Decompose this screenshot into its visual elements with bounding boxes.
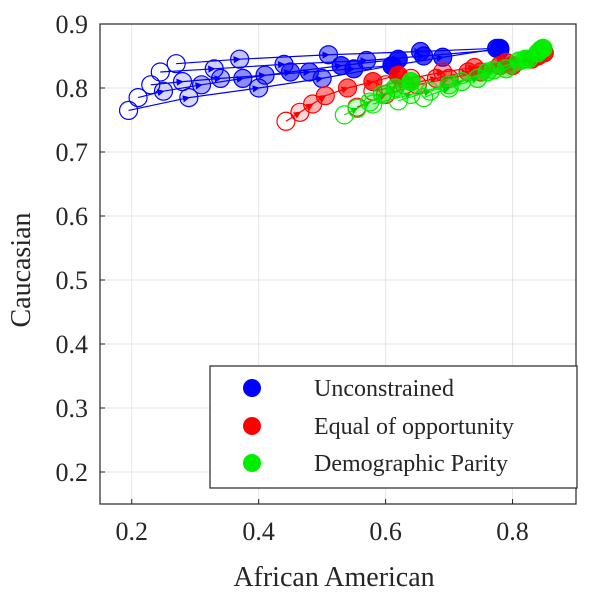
trajectory-arrow bbox=[299, 103, 314, 113]
trajectory-arrow bbox=[188, 85, 260, 99]
data-point bbox=[468, 68, 488, 89]
trajectory-arrow bbox=[423, 46, 502, 57]
trajectory-arrow bbox=[312, 95, 327, 105]
data-point bbox=[204, 59, 224, 79]
data-point bbox=[518, 49, 539, 69]
trajectory-arrow bbox=[398, 89, 432, 102]
data-point bbox=[334, 105, 354, 125]
legend: Unconstrained Equal of opportunity Demog… bbox=[209, 365, 578, 489]
legend-item-equal-opportunity: Equal of opportunity bbox=[243, 414, 514, 440]
data-point bbox=[337, 78, 358, 98]
trajectory-arrow bbox=[220, 72, 267, 80]
y-tick-label: 0.6 bbox=[56, 202, 89, 231]
data-point bbox=[255, 65, 275, 85]
legend-box bbox=[209, 365, 578, 489]
trajectory-arrow bbox=[150, 78, 184, 86]
data-point bbox=[118, 100, 139, 121]
legend-marker-demographic-parity bbox=[243, 454, 261, 472]
trajectory-arrow bbox=[285, 111, 301, 122]
data-point bbox=[414, 87, 434, 108]
trajectory-arrow bbox=[201, 75, 244, 86]
trajectory-arrow bbox=[344, 107, 359, 116]
data-point bbox=[280, 62, 300, 82]
legend-marker-unconstrained bbox=[243, 379, 261, 397]
x-tick-label: 0.4 bbox=[242, 517, 275, 546]
data-point bbox=[452, 71, 472, 92]
trajectory-arrow bbox=[214, 61, 286, 70]
data-point bbox=[315, 86, 335, 106]
y-tick-label: 0.8 bbox=[56, 74, 89, 103]
y-tick-label: 0.5 bbox=[56, 266, 89, 295]
trajectory-arrow bbox=[328, 48, 422, 56]
data-point bbox=[433, 47, 453, 67]
legend-item-unconstrained: Unconstrained bbox=[243, 376, 454, 402]
data-point bbox=[172, 71, 193, 92]
data-point bbox=[318, 45, 339, 65]
trajectory-arrow bbox=[284, 57, 368, 65]
legend-label-unconstrained: Unconstrained bbox=[314, 376, 454, 402]
y-tick-label: 0.2 bbox=[56, 458, 89, 487]
trajectory-arrow bbox=[372, 92, 413, 105]
trajectory-arrow bbox=[420, 44, 498, 53]
data-point bbox=[233, 68, 253, 89]
trajectory-arrow bbox=[182, 75, 222, 83]
ticks: 0.2 0.4 0.6 0.8 0.2 0.3 0.4 0.5 0.6 0.7 0.8 0.9 bbox=[56, 10, 529, 546]
legend-label-equal-opportunity: Equal of opportunity bbox=[314, 414, 514, 440]
y-tick-label: 0.9 bbox=[56, 10, 89, 39]
plot-frame bbox=[99, 23, 577, 505]
data-point bbox=[230, 49, 250, 69]
data-point bbox=[150, 62, 170, 82]
y-tick-label: 0.7 bbox=[56, 138, 89, 167]
trajectory-arrow bbox=[356, 101, 371, 110]
y-axis-label: Caucasian bbox=[6, 212, 37, 327]
trajectory-arrow bbox=[163, 82, 203, 92]
data-point bbox=[356, 50, 377, 71]
y-tick-label: 0.4 bbox=[56, 330, 89, 359]
legend-label-demographic-parity: Demographic Parity bbox=[314, 451, 508, 477]
data-point bbox=[531, 39, 551, 60]
x-tick-label: 0.6 bbox=[369, 517, 402, 546]
legend-item-demographic-parity: Demographic Parity bbox=[243, 451, 508, 477]
trajectory-arrow bbox=[448, 76, 479, 89]
data-point bbox=[388, 91, 408, 111]
x-tick-label: 0.8 bbox=[496, 517, 529, 546]
data-point bbox=[141, 75, 161, 95]
y-tick-label: 0.3 bbox=[56, 394, 89, 423]
data-point bbox=[496, 59, 516, 79]
data-point bbox=[347, 98, 367, 119]
trajectory-arrow bbox=[128, 95, 191, 111]
data-point bbox=[191, 75, 212, 95]
series-unconstrained bbox=[118, 38, 510, 121]
trajectory-arrow bbox=[176, 56, 241, 65]
trajectory-arrow bbox=[239, 51, 330, 60]
data-point bbox=[166, 54, 186, 74]
legend-marker-equal-opportunity bbox=[243, 417, 261, 435]
data-point bbox=[299, 62, 320, 82]
data-layer bbox=[118, 38, 554, 131]
x-tick-label: 0.2 bbox=[115, 517, 148, 546]
data-point bbox=[363, 94, 383, 114]
data-point bbox=[276, 111, 296, 131]
data-point bbox=[410, 41, 431, 62]
series-demographic-parity bbox=[334, 38, 553, 125]
data-point bbox=[128, 87, 148, 108]
trajectory-arrow bbox=[423, 86, 451, 99]
data-point bbox=[210, 68, 231, 89]
data-point bbox=[439, 78, 459, 98]
data-point bbox=[153, 81, 174, 101]
data-point bbox=[274, 54, 294, 74]
x-axis-label: African American bbox=[233, 562, 434, 593]
